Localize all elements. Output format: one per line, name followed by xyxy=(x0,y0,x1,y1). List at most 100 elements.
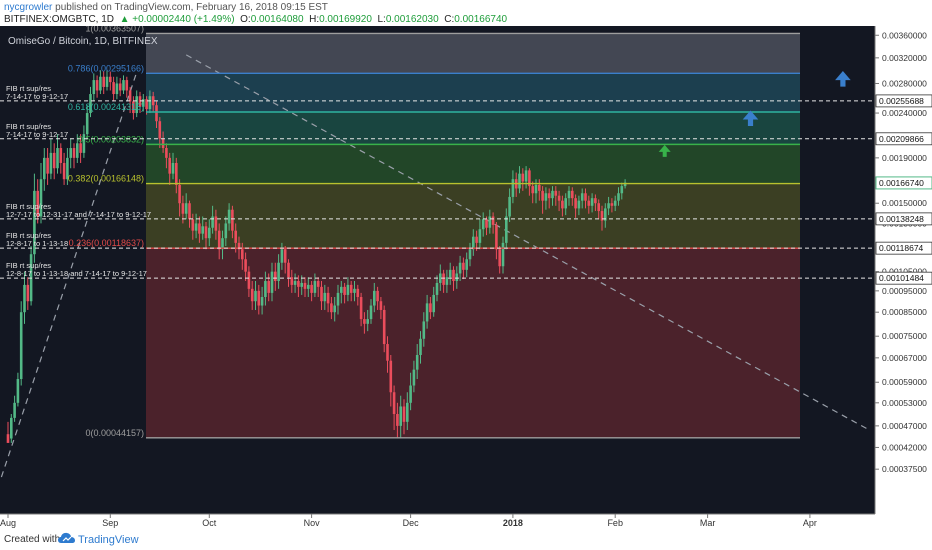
fib-zone-2 xyxy=(146,111,800,145)
candle-body xyxy=(366,319,369,324)
candle-body xyxy=(600,211,604,221)
price-chart[interactable]: 1(0.00363507) 0.786(0.00295166) 0.618(0.00… xyxy=(0,26,932,529)
time-tick-label: Apr xyxy=(803,518,817,528)
candle-body xyxy=(171,162,175,174)
candle-body xyxy=(465,259,468,270)
candle-body xyxy=(155,105,158,122)
candle-body xyxy=(208,227,211,239)
candle-body xyxy=(191,219,195,231)
candle-body xyxy=(363,319,366,324)
candle-body xyxy=(435,282,439,295)
candle-body xyxy=(241,249,244,260)
candle-body xyxy=(346,284,350,295)
candle-body xyxy=(280,249,284,263)
candle-body xyxy=(356,288,360,298)
fib-zone-3 xyxy=(146,144,800,184)
candle-body xyxy=(33,190,36,255)
candle-body xyxy=(254,290,257,302)
candle-body xyxy=(396,413,399,426)
price-tick-label: 0.00105000 xyxy=(882,267,927,277)
candle-body xyxy=(85,113,89,135)
candle-body xyxy=(36,190,39,217)
candle-body xyxy=(448,269,452,278)
time-tick-label: Dec xyxy=(403,518,420,528)
candle-body xyxy=(10,417,13,439)
candle-body xyxy=(43,157,46,180)
candle-body xyxy=(105,76,109,87)
candle-body xyxy=(297,281,300,287)
candle-body xyxy=(439,273,442,283)
time-tick-label: Sep xyxy=(102,518,118,528)
candle-body xyxy=(406,402,409,422)
sr-range-2: 12-7-17 to 12-31-17 and 7-14-17 to 9-12-… xyxy=(6,210,151,219)
candle-body xyxy=(505,216,508,243)
time-axis-background[interactable] xyxy=(0,514,875,529)
time-tick-label: Mar xyxy=(700,518,716,528)
last-price-label: 0.00166740 xyxy=(879,178,924,188)
up-arrow-icon xyxy=(658,144,671,157)
price-tick-label: 0.00190000 xyxy=(882,153,927,163)
tradingview-link[interactable]: TradingView xyxy=(78,534,139,546)
candle-body xyxy=(432,294,435,313)
sr-price-box xyxy=(875,271,932,285)
candle-body xyxy=(323,292,327,302)
price-tick-label: 0.00047000 xyxy=(882,421,927,431)
symbol-label: BITFINEX:OMGBTC, 1D xyxy=(4,14,115,25)
fib-label-5: 0.236(0.00118637) xyxy=(69,238,144,248)
candle-body xyxy=(399,406,402,426)
candle-body xyxy=(574,198,577,209)
candle-body xyxy=(373,290,376,306)
candle-body xyxy=(594,198,597,204)
candle-body xyxy=(23,284,26,313)
fib-label-3: 0.5(0.00203832) xyxy=(78,134,144,144)
change-label: ▲ +0.00002440 (+1.49%) xyxy=(119,14,235,25)
candle-body xyxy=(72,148,76,158)
candle-body xyxy=(458,262,462,274)
author-link[interactable]: nycgrowler xyxy=(4,2,53,13)
price-tick-label: 0.00042000 xyxy=(882,442,927,452)
price-tick-label: 0.00320000 xyxy=(882,53,927,63)
candle-body xyxy=(442,273,445,285)
candle-body xyxy=(89,94,92,114)
candle-body xyxy=(19,312,23,380)
candle-body xyxy=(250,288,254,302)
candle-body xyxy=(178,184,181,204)
candle-body xyxy=(452,269,455,282)
candle-body xyxy=(415,355,419,370)
created-with-label: Created with xyxy=(4,534,61,545)
candle-body xyxy=(274,271,277,282)
candle-body xyxy=(353,288,356,293)
candle-body xyxy=(544,193,548,201)
candle-body xyxy=(290,277,294,285)
candle-body xyxy=(99,76,102,91)
price-tick-label: 0.00240000 xyxy=(882,108,927,118)
fib-label-0: 1(0.00363507) xyxy=(85,26,144,33)
sr-price-label: 0.00101484 xyxy=(879,273,924,283)
candle-body xyxy=(16,379,20,403)
candle-body xyxy=(260,297,264,306)
candle-body xyxy=(303,282,307,289)
candle-body xyxy=(132,101,135,114)
price-tick-label: 0.00053000 xyxy=(882,398,927,408)
candle-body xyxy=(26,284,30,302)
candle-body xyxy=(181,203,185,214)
price-tick-label: 0.00037500 xyxy=(882,464,927,474)
candle-body xyxy=(69,148,72,158)
candle-body xyxy=(491,216,495,225)
candle-body xyxy=(198,223,201,234)
sr-title-2: FIB rt sup/res xyxy=(6,202,51,211)
candle-body xyxy=(508,196,511,217)
candle-body xyxy=(6,434,10,443)
time-tick-label: Feb xyxy=(607,518,623,528)
candle-body xyxy=(62,162,66,180)
candle-body xyxy=(557,195,561,201)
low-value: 0.00162030 xyxy=(385,14,439,25)
candle-body xyxy=(145,99,148,110)
candle-body xyxy=(488,216,492,228)
candle-body xyxy=(79,143,82,153)
up-arrow-icon xyxy=(835,70,851,87)
candle-body xyxy=(39,179,43,217)
candle-body xyxy=(118,83,122,91)
candle-body xyxy=(125,80,129,91)
candle-body xyxy=(158,121,162,139)
